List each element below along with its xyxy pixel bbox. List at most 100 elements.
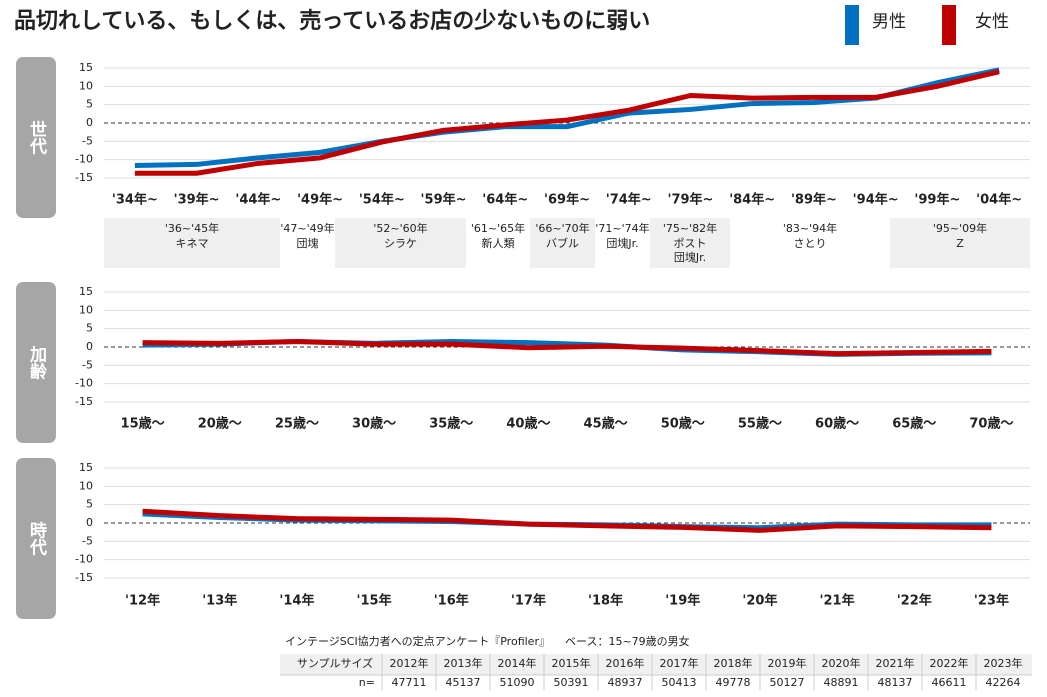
source-note: インテージSCI協力者への定点アンケート『Profiler』 xyxy=(285,634,550,648)
x-tick-label: 65歳～ xyxy=(892,416,936,432)
y-tick-label: -5 xyxy=(82,134,93,147)
generation-range: '71~'74年 xyxy=(595,221,649,235)
table-cell: 48137 xyxy=(878,676,913,689)
x-tick-label: '12年 xyxy=(125,593,160,609)
x-tick-label: '20年 xyxy=(742,593,777,609)
y-tick-label: 10 xyxy=(79,79,93,92)
generation-box xyxy=(730,218,890,268)
generation-range: '61~'65年 xyxy=(471,221,525,235)
generation-box xyxy=(280,218,335,268)
generation-name: ポスト xyxy=(674,237,707,250)
y-tick-label: 15 xyxy=(79,461,93,474)
table-header-cell: 2014年 xyxy=(498,656,537,670)
x-tick-label: 35歳～ xyxy=(429,416,473,432)
generation-range: '83~'94年 xyxy=(783,221,837,235)
table-header-cell: 2019年 xyxy=(768,656,807,670)
table-cell: 45137 xyxy=(446,676,481,689)
y-tick-label: -15 xyxy=(75,171,93,184)
x-tick-label: '79年~ xyxy=(667,192,713,208)
table-header-cell: サンプルサイズ xyxy=(297,656,373,670)
table-cell: n= xyxy=(359,676,375,689)
x-tick-label: '17年 xyxy=(511,593,546,609)
x-tick-label: '44年~ xyxy=(235,192,281,208)
x-tick-label: '59年~ xyxy=(421,192,467,208)
y-tick-label: 5 xyxy=(86,322,93,335)
x-tick-label: '22年 xyxy=(897,593,932,609)
table-header-cell: 2016年 xyxy=(606,656,645,670)
x-tick-label: '94年~ xyxy=(853,192,899,208)
side-tab xyxy=(16,458,56,619)
x-tick-label: 30歳～ xyxy=(352,416,396,432)
y-tick-label: -10 xyxy=(75,377,93,390)
x-tick-label: '04年~ xyxy=(976,192,1022,208)
x-tick-label: 50歳～ xyxy=(661,416,705,432)
y-tick-label: -5 xyxy=(82,534,93,547)
generation-range: '66~'70年 xyxy=(535,221,589,235)
x-tick-label: '19年 xyxy=(665,593,700,609)
y-tick-label: 5 xyxy=(86,498,93,511)
y-tick-label: 15 xyxy=(79,285,93,298)
line-series xyxy=(142,508,992,533)
generation-name: 団塊 xyxy=(297,237,319,250)
generation-range: '75~'82年 xyxy=(663,221,717,235)
generation-box xyxy=(890,218,1030,268)
line-series xyxy=(134,69,1000,176)
legend-swatch xyxy=(942,5,956,45)
generation-name: キネマ xyxy=(176,237,209,250)
table-cell: 50413 xyxy=(662,676,697,689)
table-cell: 51090 xyxy=(500,676,535,689)
y-tick-label: 10 xyxy=(79,479,93,492)
generation-name: さとり xyxy=(794,237,827,250)
side-label: 時代 xyxy=(26,520,48,555)
y-tick-label: 0 xyxy=(86,340,93,353)
x-tick-label: '13年 xyxy=(202,593,237,609)
generation-range: '52~'60年 xyxy=(373,221,427,235)
table-header-bg xyxy=(280,654,1032,675)
table-header-cell: 2021年 xyxy=(876,656,915,670)
y-tick-label: 0 xyxy=(86,116,93,129)
generation-box xyxy=(335,218,466,268)
x-tick-label: 55歳～ xyxy=(738,416,782,432)
table-header-cell: 2012年 xyxy=(390,656,429,670)
generation-name: バブル xyxy=(546,236,579,250)
x-tick-label: '21年 xyxy=(820,593,855,609)
generation-box xyxy=(466,218,530,268)
x-tick-label: 15歳～ xyxy=(121,416,165,432)
x-tick-label: '34年~ xyxy=(112,192,158,208)
table-cell: 47711 xyxy=(392,676,427,689)
table-header-cell: 2013年 xyxy=(444,656,483,670)
y-tick-label: 0 xyxy=(86,516,93,529)
table-header-cell: 2018年 xyxy=(714,656,753,670)
y-tick-label: -10 xyxy=(75,153,93,166)
generation-box xyxy=(650,218,730,268)
x-tick-label: 20歳～ xyxy=(198,416,242,432)
y-tick-label: -10 xyxy=(75,553,93,566)
table-cell: 50127 xyxy=(770,676,805,689)
x-tick-label: '39年~ xyxy=(174,192,220,208)
y-tick-label: 10 xyxy=(79,303,93,316)
side-label: 加齢 xyxy=(26,345,48,380)
legend-swatch xyxy=(845,5,859,45)
generation-range: '36~'45年 xyxy=(165,221,219,235)
x-tick-label: '15年 xyxy=(357,593,392,609)
x-tick-label: '64年~ xyxy=(482,192,528,208)
generation-range: '95~'09年 xyxy=(933,221,987,235)
x-tick-label: 40歳～ xyxy=(506,416,550,432)
table-header-cell: 2017年 xyxy=(660,656,699,670)
generation-box xyxy=(104,218,280,268)
table-header-cell: 2022年 xyxy=(930,656,969,670)
generation-name: シラケ xyxy=(384,237,417,250)
x-tick-label: '69年~ xyxy=(544,192,590,208)
x-tick-label: '23年 xyxy=(974,593,1009,609)
x-tick-label: '14年 xyxy=(279,593,314,609)
side-tab xyxy=(16,282,56,443)
legend-label: 男性 xyxy=(872,12,906,32)
generation-name: Z xyxy=(956,237,964,250)
x-tick-label: '54年~ xyxy=(359,192,405,208)
x-tick-label: 45歳～ xyxy=(584,416,628,432)
generation-range: '47~'49年 xyxy=(280,221,334,235)
generation-box xyxy=(595,218,650,268)
generation-box xyxy=(530,218,595,268)
table-cell: 50391 xyxy=(554,676,589,689)
table-header-cell: 2020年 xyxy=(822,656,861,670)
